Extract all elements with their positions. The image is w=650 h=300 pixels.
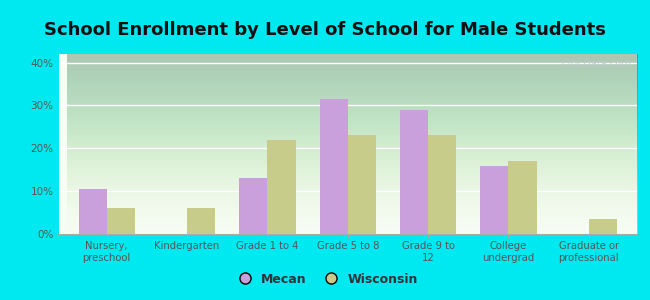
- Bar: [400, 110, 428, 234]
- Text: City-Data.com: City-Data.com: [562, 59, 631, 69]
- Bar: [589, 219, 617, 234]
- Legend: Mecan, Wisconsin: Mecan, Wisconsin: [227, 268, 423, 291]
- Bar: [267, 140, 296, 234]
- Bar: [320, 99, 348, 234]
- Bar: [107, 208, 135, 234]
- Bar: [348, 135, 376, 234]
- Bar: [508, 161, 536, 234]
- Bar: [480, 166, 508, 234]
- Bar: [239, 178, 267, 234]
- Bar: [187, 208, 215, 234]
- Text: School Enrollment by Level of School for Male Students: School Enrollment by Level of School for…: [44, 21, 606, 39]
- Bar: [79, 189, 107, 234]
- Bar: [428, 135, 456, 234]
